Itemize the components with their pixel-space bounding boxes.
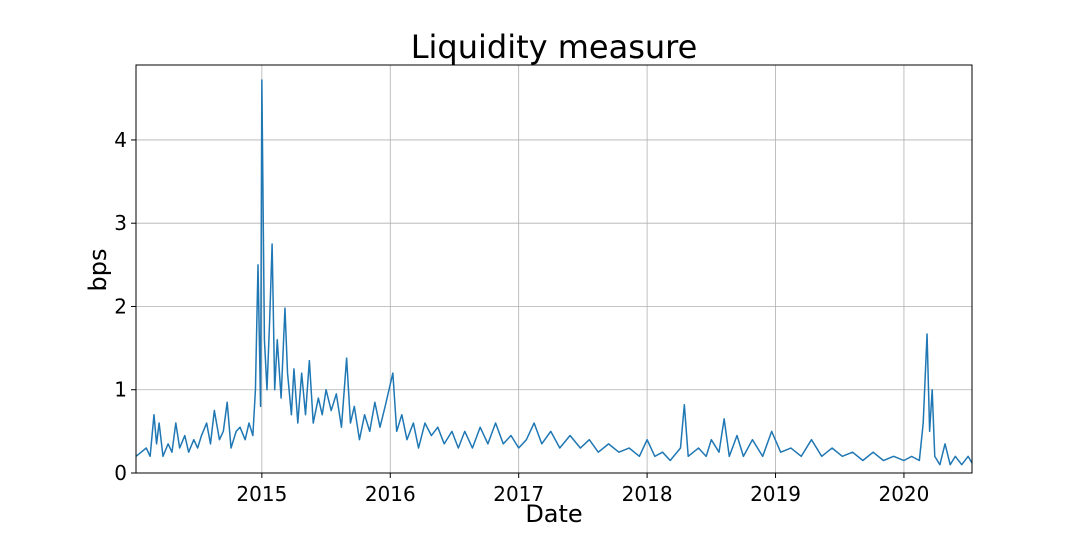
chart-title: Liquidity measure (411, 28, 698, 66)
x-axis-label: Date (525, 500, 582, 528)
x-tick-label: 2018 (622, 482, 673, 506)
y-axis-label: bps (84, 249, 112, 292)
plot-frame (135, 64, 973, 474)
x-tick-label: 2019 (750, 482, 801, 506)
y-tick-label: 2 (114, 294, 127, 318)
x-tick-label: 2020 (878, 482, 929, 506)
line-series (135, 79, 973, 466)
x-tick-label: 2016 (365, 482, 416, 506)
x-tick-label: 2015 (236, 482, 287, 506)
y-tick-label: 4 (114, 128, 127, 152)
x-tick-label: 2017 (493, 482, 544, 506)
y-tick-label: 3 (114, 211, 127, 235)
y-tick-label: 0 (114, 461, 127, 485)
y-tick-label: 1 (114, 378, 127, 402)
